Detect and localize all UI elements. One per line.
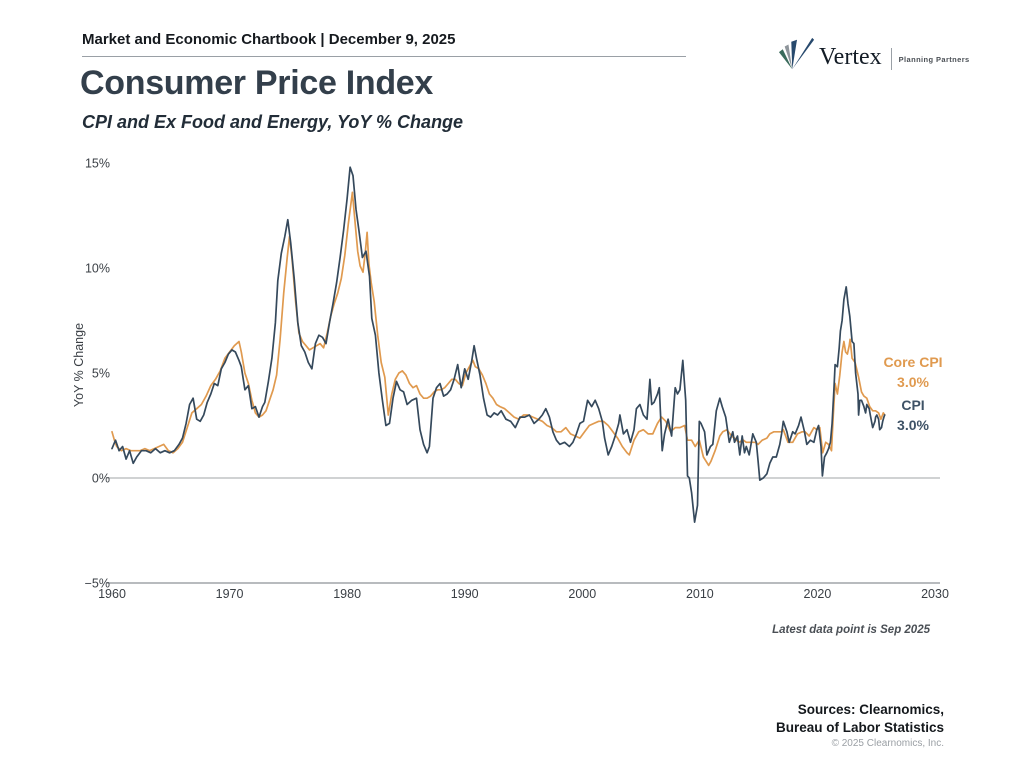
- copyright-text: © 2025 Clearnomics, Inc.: [831, 738, 944, 749]
- y-tick-label: −5%: [85, 577, 110, 591]
- vertex-logo-tagline: Planning Partners: [898, 54, 970, 64]
- y-tick-label: 10%: [85, 262, 110, 276]
- vertex-logo-name: Vertex: [819, 44, 882, 70]
- x-tick-label: 1990: [451, 587, 479, 601]
- header-rule: [82, 56, 686, 57]
- cpi-latest-value: 3.0%: [897, 417, 929, 433]
- cpi-label: CPI: [901, 397, 925, 413]
- x-tick-label: 2020: [804, 587, 832, 601]
- core-cpi-line: [111, 191, 886, 467]
- logo-divider: [890, 47, 892, 70]
- sources-line-1: Sources: Clearnomics,: [797, 702, 944, 717]
- x-tick-label: 1970: [216, 587, 244, 601]
- chartbook-header: Market and Economic Chartbook | December…: [82, 31, 456, 48]
- sources-line-2: Bureau of Labor Statistics: [775, 720, 944, 735]
- x-tick-label: 2030: [921, 587, 949, 601]
- core-cpi-label: Core CPI: [883, 354, 943, 370]
- vertex-logo: Vertex Planning Partners: [778, 36, 970, 79]
- vertex-logo-mark-icon: [778, 36, 816, 79]
- y-tick-label: 5%: [92, 367, 110, 381]
- x-tick-label: 1980: [333, 587, 361, 601]
- core-cpi-latest-value: 3.0%: [897, 374, 929, 390]
- page-subtitle: CPI and Ex Food and Energy, YoY % Change: [82, 112, 464, 132]
- cpi-end-label: CPI 3.0%: [868, 395, 958, 435]
- x-tick-label: 2010: [686, 587, 714, 601]
- y-tick-label: 15%: [85, 157, 110, 171]
- core-cpi-end-label: Core CPI 3.0%: [868, 352, 958, 392]
- page-title: Consumer Price Index: [80, 64, 434, 102]
- latest-data-note: Latest data point is Sep 2025: [772, 624, 930, 636]
- y-tick-label: 0%: [92, 472, 110, 486]
- x-tick-label: 1960: [98, 587, 126, 601]
- cpi-line: [111, 166, 886, 523]
- sources-text: Sources: Clearnomics, Bureau of Labor St…: [776, 701, 944, 737]
- x-tick-label: 2000: [568, 587, 596, 601]
